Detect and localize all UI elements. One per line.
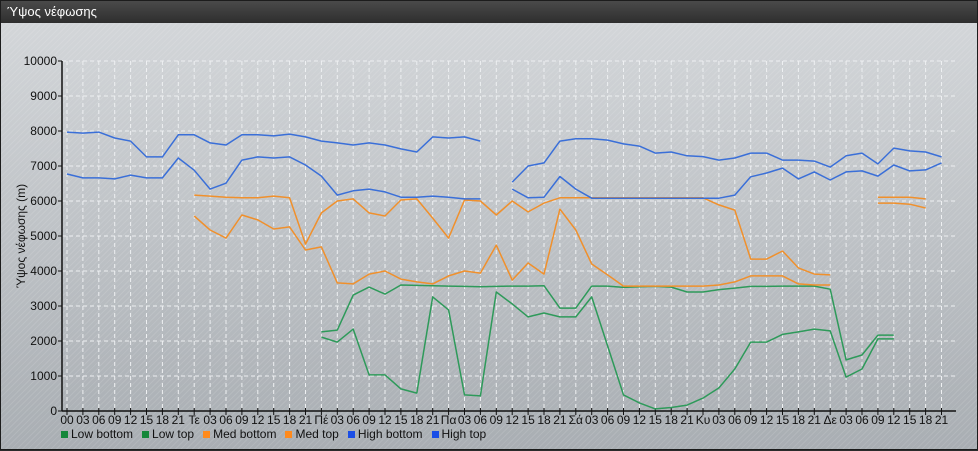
x-tick-label: 15 (140, 413, 154, 427)
legend-swatch (142, 430, 150, 438)
x-tick-label: 03 (203, 413, 217, 427)
x-tick-label: 21 (299, 413, 313, 427)
x-tick-label: 09 (744, 413, 758, 427)
x-tick-label: Σά (569, 413, 583, 427)
x-tick-label: 18 (792, 413, 806, 427)
legend-label: Low bottom (71, 427, 134, 441)
y-tick-label: 1000 (30, 369, 57, 383)
series-line-high-top (66, 131, 942, 183)
x-tick-label: 21 (172, 413, 186, 427)
y-tick-label: 2000 (30, 334, 57, 348)
y-tick-label: 7000 (30, 159, 57, 173)
legend-swatch (347, 430, 355, 438)
x-tick-label: Πέ (314, 413, 329, 427)
legend-item[interactable]: Low top (142, 427, 194, 441)
x-tick-label: 12 (378, 413, 392, 427)
legend-label: Med bottom (213, 427, 277, 441)
x-tick-label: 18 (283, 413, 297, 427)
window-title: Ύψος νέφωσης (1, 1, 977, 23)
y-tick-label: 0 (50, 404, 57, 418)
x-tick-label: 06 (92, 413, 106, 427)
x-tick-label: 06 (855, 413, 869, 427)
legend-swatch (285, 430, 293, 438)
x-tick-label: 15 (521, 413, 535, 427)
x-tick-label: 09 (490, 413, 504, 427)
x-tick-label: 06 (601, 413, 615, 427)
x-tick-label: 18 (410, 413, 424, 427)
legend-item[interactable]: High top (431, 427, 487, 441)
x-tick-label: 06 (728, 413, 742, 427)
series-line-med-bottom (193, 202, 926, 287)
x-tick-label: 09 (235, 413, 249, 427)
x-tick-label: 18 (537, 413, 551, 427)
x-tick-label: 03 (585, 413, 599, 427)
x-tick-label: 06 (347, 413, 361, 427)
x-tick-label: 21 (426, 413, 440, 427)
x-tick-label: 09 (362, 413, 376, 427)
legend-label: High bottom (357, 427, 423, 441)
y-tick-label: 4000 (30, 264, 57, 278)
x-tick-label: 12 (633, 413, 647, 427)
x-tick-label: 15 (267, 413, 281, 427)
x-tick-label: Δε (824, 413, 838, 427)
x-tick-label: 15 (776, 413, 790, 427)
x-tick-label: 18 (156, 413, 170, 427)
x-tick-label: 03 (839, 413, 853, 427)
x-tick-label: 09 (108, 413, 122, 427)
x-tick-label: 18 (665, 413, 679, 427)
x-tick-label: 12 (506, 413, 520, 427)
legend-label: High top (441, 427, 487, 441)
y-axis-label: Ύψος νέφωσης (m) (14, 184, 28, 288)
axes: 0 1000 2000 3000 4000 5000 6000 7000 8000 9000 100… (24, 54, 956, 427)
series-lines (66, 131, 942, 410)
x-tick-label: 03 (458, 413, 472, 427)
x-tick-label: 12 (124, 413, 138, 427)
x-tick-label: Πα (441, 413, 457, 427)
legend-label: Med top (295, 427, 339, 441)
y-tick-label: 3000 (30, 299, 57, 313)
x-tick-label: 03 (76, 413, 90, 427)
x-tick-label: 15 (649, 413, 663, 427)
series-line-low-top (321, 284, 894, 361)
x-tick-label: 15 (394, 413, 408, 427)
legend-item[interactable]: Med bottom (203, 427, 276, 441)
legend-item[interactable]: High bottom (347, 427, 423, 441)
x-tick-label: 21 (553, 413, 567, 427)
series-line-high-bottom (66, 156, 942, 200)
legend: Low bottom Low top Med bottom Med top High b… (61, 427, 486, 441)
x-tick-label: 21 (680, 413, 694, 427)
x-tick-label: 12 (887, 413, 901, 427)
x-tick-label: 03 (331, 413, 345, 427)
legend-swatch (431, 430, 439, 438)
y-tick-label: 9000 (30, 89, 57, 103)
x-tick-label: 00 (60, 413, 74, 427)
x-tick-label: 06 (474, 413, 488, 427)
x-tick-label: 21 (808, 413, 822, 427)
legend-label: Low top (152, 427, 195, 441)
x-tick-label: Τε (189, 413, 201, 427)
x-tick-label: 12 (760, 413, 774, 427)
x-tick-label: Κυ (696, 413, 711, 427)
x-tick-label: 09 (617, 413, 631, 427)
series-line-med-top (194, 194, 926, 276)
y-tick-label: 10000 (24, 54, 58, 68)
x-tick-label: 21 (935, 413, 949, 427)
x-tick-label: 09 (871, 413, 885, 427)
x-tick-label: 03 (712, 413, 726, 427)
legend-item[interactable]: Low bottom (61, 427, 133, 441)
legend-item[interactable]: Med top (285, 427, 339, 441)
x-tick-label: 15 (903, 413, 917, 427)
x-tick-label: 12 (251, 413, 265, 427)
legend-swatch (61, 430, 68, 438)
legend-swatch (203, 430, 211, 438)
y-tick-label: 6000 (30, 194, 57, 208)
y-tick-label: 5000 (30, 229, 57, 243)
series-line-low-bottom (321, 291, 894, 410)
x-tick-label: 18 (919, 413, 933, 427)
grid (62, 60, 956, 411)
y-tick-label: 8000 (30, 124, 57, 138)
x-tick-label: 06 (219, 413, 233, 427)
